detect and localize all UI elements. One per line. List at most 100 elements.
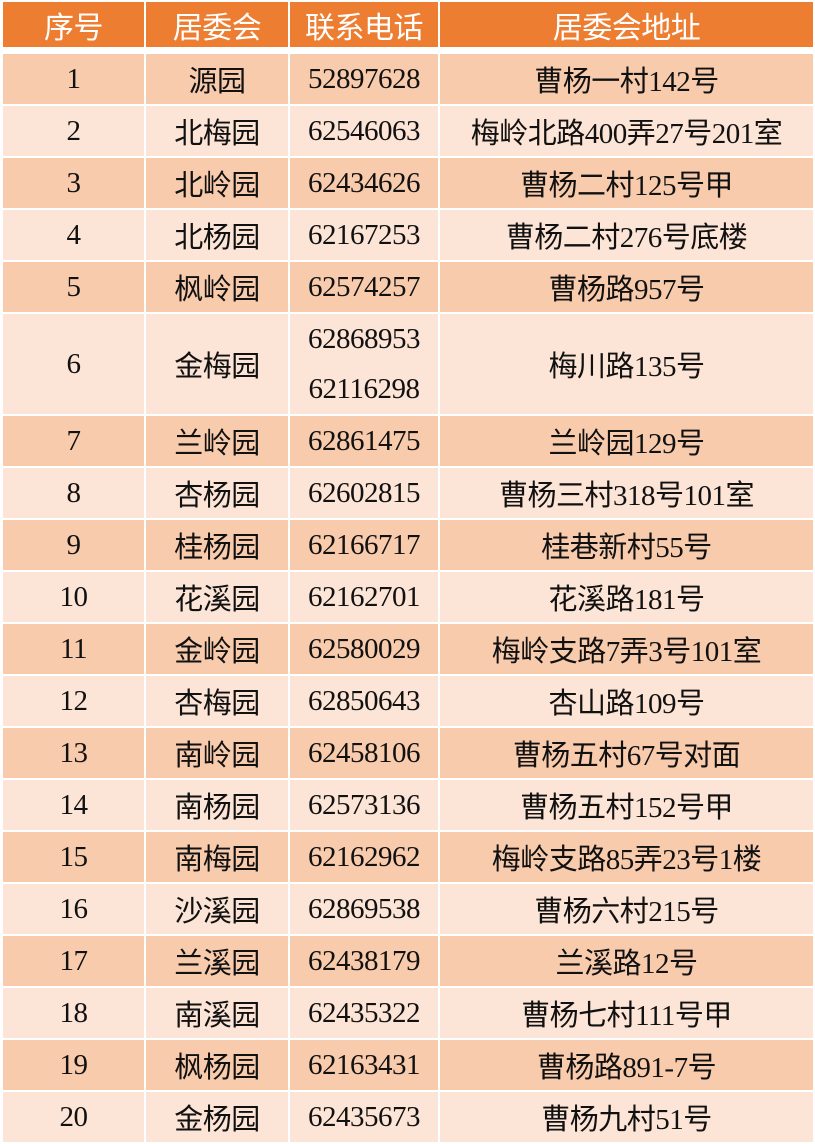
phone-cell: 62861475 [290, 416, 438, 466]
table-row: 7 兰岭园 62861475 兰岭园129号 [3, 416, 813, 466]
committee-address: 梅岭北路400弄27号201室 [440, 106, 813, 156]
committee-name: 杏杨园 [146, 468, 288, 518]
phone-cell: 62162701 [290, 572, 438, 622]
table-row: 17 兰溪园 62438179 兰溪路12号 [3, 936, 813, 986]
phone-number: 62116298 [308, 373, 420, 405]
phone-cell: 62435673 [290, 1092, 438, 1142]
row-number: 20 [3, 1092, 144, 1142]
committee-name: 枫杨园 [146, 1040, 288, 1090]
phone-number: 62868953 [308, 323, 421, 355]
row-number: 6 [3, 314, 144, 414]
phone-cell: 62163431 [290, 1040, 438, 1090]
header-row: 序号 居委会 联系电话 居委会地址 [3, 2, 813, 47]
committee-name: 北岭园 [146, 158, 288, 208]
row-number: 14 [3, 780, 144, 830]
phone-cell: 62434626 [290, 158, 438, 208]
committee-address: 桂巷新村55号 [440, 520, 813, 570]
phone-cell: 62167253 [290, 210, 438, 260]
phone-cell: 62458106 [290, 728, 438, 778]
row-number: 11 [3, 624, 144, 674]
row-number: 15 [3, 832, 144, 882]
header-no: 序号 [3, 2, 144, 47]
table-row: 11 金岭园 62580029 梅岭支路7弄3号101室 [3, 624, 813, 674]
row-number: 2 [3, 106, 144, 156]
phone-cell: 62602815 [290, 468, 438, 518]
row-number: 9 [3, 520, 144, 570]
row-number: 16 [3, 884, 144, 934]
table-row: 1 源园 52897628 曹杨一村142号 [3, 54, 813, 104]
row-number: 5 [3, 262, 144, 312]
phone-number: 62580029 [308, 633, 421, 665]
row-number: 3 [3, 158, 144, 208]
table-row: 4 北杨园 62167253 曹杨二村276号底楼 [3, 210, 813, 260]
phone-number: 62162701 [308, 581, 421, 613]
table-row: 6 金梅园 62868953 62116298 梅川路135号 [3, 314, 813, 414]
row-number: 8 [3, 468, 144, 518]
committee-name: 源园 [146, 54, 288, 104]
phone-cell: 62546063 [290, 106, 438, 156]
committee-name: 金梅园 [146, 314, 288, 414]
header-phone: 联系电话 [290, 2, 438, 47]
committee-name: 杏梅园 [146, 676, 288, 726]
committee-name: 南溪园 [146, 988, 288, 1038]
committee-name: 金杨园 [146, 1092, 288, 1142]
committee-name: 枫岭园 [146, 262, 288, 312]
row-number: 1 [3, 54, 144, 104]
committee-address: 曹杨六村215号 [440, 884, 813, 934]
phone-number: 62435673 [308, 1101, 421, 1133]
table-body: 1 源园 52897628 曹杨一村142号 2 北梅园 62546063 梅岭北路400弄2… [3, 49, 813, 1142]
table-row: 9 桂杨园 62166717 桂巷新村55号 [3, 520, 813, 570]
committee-address: 花溪路181号 [440, 572, 813, 622]
row-number: 10 [3, 572, 144, 622]
committee-name: 北杨园 [146, 210, 288, 260]
table-row: 18 南溪园 62435322 曹杨七村111号甲 [3, 988, 813, 1038]
committee-address: 曹杨五村152号甲 [440, 780, 813, 830]
committee-address: 梅岭支路85弄23号1楼 [440, 832, 813, 882]
committee-address: 梅川路135号 [440, 314, 813, 414]
row-number: 13 [3, 728, 144, 778]
phone-cell: 62850643 [290, 676, 438, 726]
phone-cell: 62868953 62116298 [290, 314, 438, 414]
table-row: 15 南梅园 62162962 梅岭支路85弄23号1楼 [3, 832, 813, 882]
phone-number: 62546063 [308, 115, 421, 147]
committee-address: 曹杨五村67号对面 [440, 728, 813, 778]
phone-cell: 52897628 [290, 54, 438, 104]
phone-number: 62458106 [308, 737, 421, 769]
committee-name: 金岭园 [146, 624, 288, 674]
table-row: 5 枫岭园 62574257 曹杨路957号 [3, 262, 813, 312]
row-number: 18 [3, 988, 144, 1038]
phone-number: 62434626 [308, 167, 421, 199]
row-number: 19 [3, 1040, 144, 1090]
committee-address: 曹杨二村125号甲 [440, 158, 813, 208]
table-row: 20 金杨园 62435673 曹杨九村51号 [3, 1092, 813, 1142]
committee-address: 曹杨二村276号底楼 [440, 210, 813, 260]
phone-cell: 62580029 [290, 624, 438, 674]
committee-name: 南杨园 [146, 780, 288, 830]
committee-address: 曹杨路957号 [440, 262, 813, 312]
phone-number: 62573136 [308, 789, 421, 821]
row-number: 4 [3, 210, 144, 260]
phone-number: 62574257 [308, 271, 421, 303]
phone-cell: 62166717 [290, 520, 438, 570]
committee-name: 兰岭园 [146, 416, 288, 466]
table-row: 12 杏梅园 62850643 杏山路109号 [3, 676, 813, 726]
committee-address: 兰岭园129号 [440, 416, 813, 466]
committee-name: 南梅园 [146, 832, 288, 882]
table-row: 8 杏杨园 62602815 曹杨三村318号101室 [3, 468, 813, 518]
header-gap [3, 49, 813, 52]
committee-name: 南岭园 [146, 728, 288, 778]
phone-number: 62166717 [308, 529, 421, 561]
phone-number: 62167253 [308, 219, 421, 251]
phone-cell: 62869538 [290, 884, 438, 934]
phone-number: 62438179 [308, 945, 421, 977]
phone-number: 52897628 [308, 63, 421, 95]
header-committee: 居委会 [146, 2, 288, 47]
committee-name: 北梅园 [146, 106, 288, 156]
phone-cell: 62435322 [290, 988, 438, 1038]
committee-name: 沙溪园 [146, 884, 288, 934]
committee-address: 曹杨三村318号101室 [440, 468, 813, 518]
phone-cell: 62573136 [290, 780, 438, 830]
committee-address: 曹杨路891-7号 [440, 1040, 813, 1090]
phone-number: 62435322 [308, 997, 421, 1029]
